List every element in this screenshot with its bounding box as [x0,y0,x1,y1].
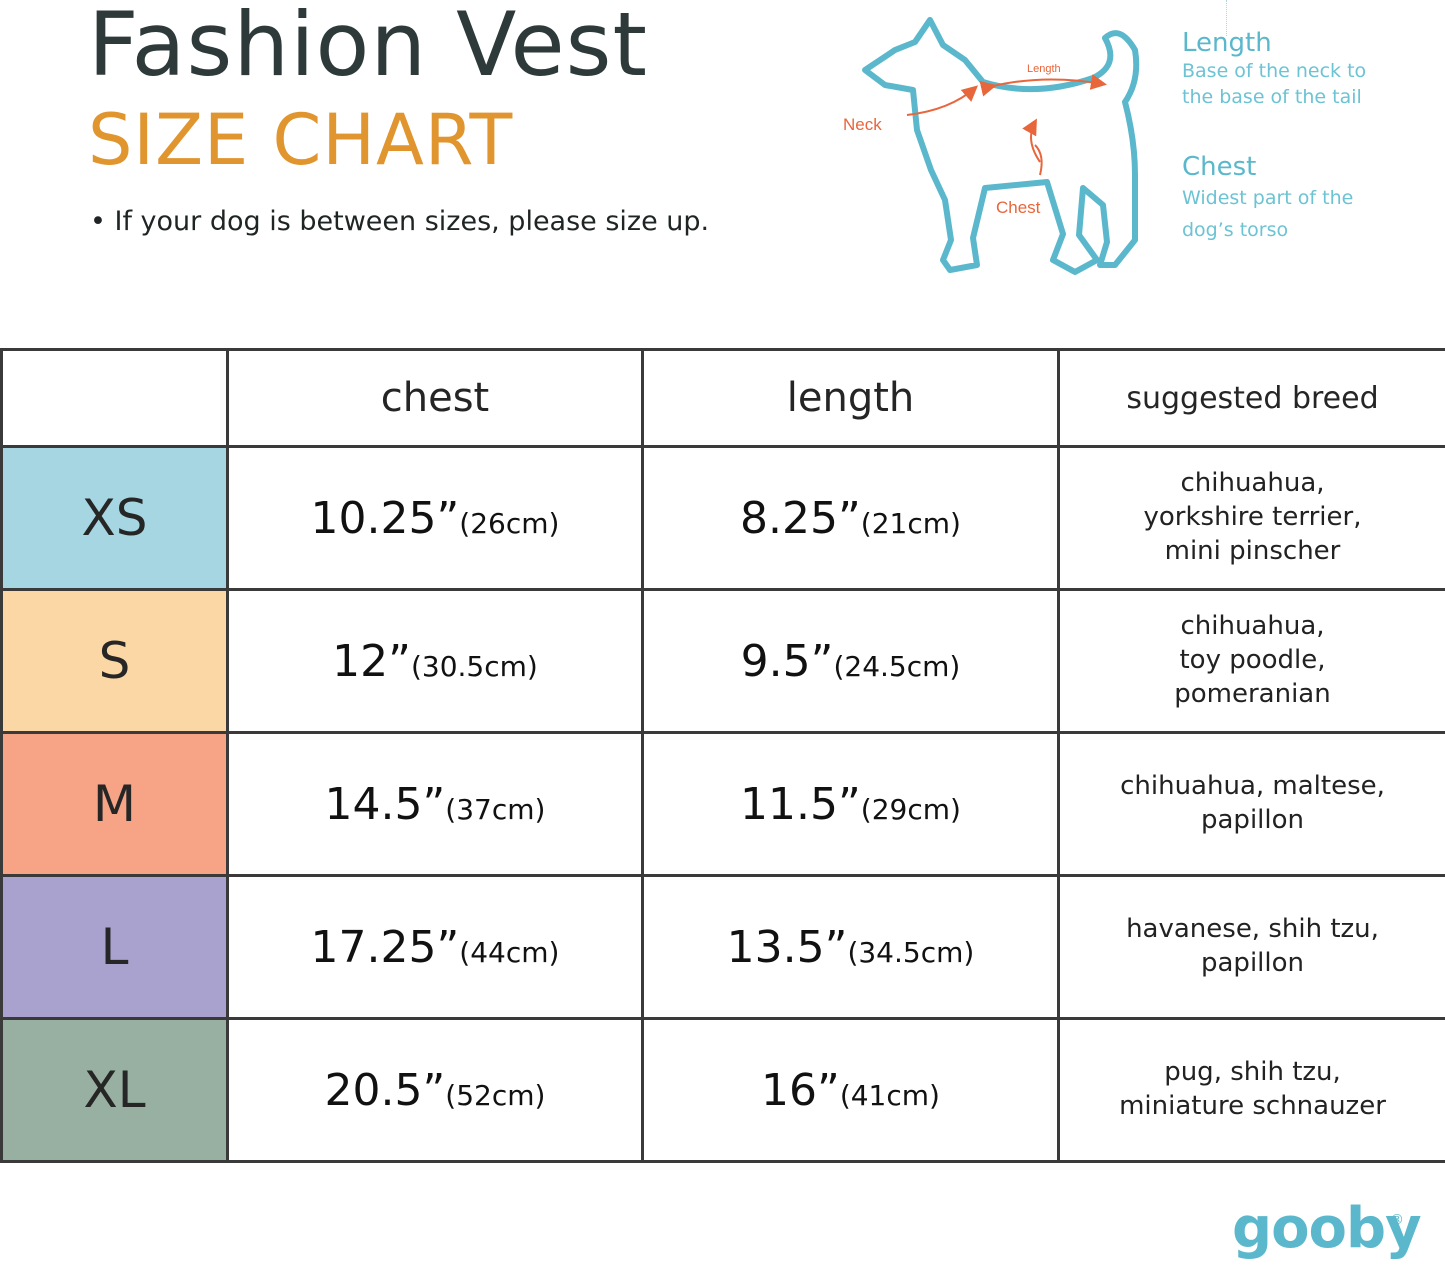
table-row: M 14.5”(37cm) 11.5”(29cm) chihuahua, mal… [0,731,1445,877]
breed-cell: chihuahua, toy poodle, pomeranian [1057,588,1445,734]
length-inches: 13.5” [726,921,848,973]
breed-cell: chihuahua, yorkshire terrier, mini pinsche… [1057,445,1445,591]
table-row: XL 20.5”(52cm) 16”(41cm) pug, shih tzu, m… [0,1017,1445,1163]
size-cell: XL [0,1017,229,1163]
breed-cell: chihuahua, maltese, papillon [1057,731,1445,877]
length-cell: 9.5”(24.5cm) [641,588,1060,734]
chest-label: Chest [996,198,1041,217]
table-row: L 17.25”(44cm) 13.5”(34.5cm) havanese, s… [0,874,1445,1020]
chest-cm: (52cm) [445,1078,546,1112]
chest-legend-desc-1: Widest part of the [1182,187,1354,210]
length-legend: Length Base of the neck to the base of t… [1182,28,1392,110]
length-cell: 8.25”(21cm) [641,445,1060,591]
table-header-row: chest length suggested breed [0,348,1445,448]
chest-legend-title: Chest [1182,152,1257,182]
table-row: S 12”(30.5cm) 9.5”(24.5cm) chihuahua, toy… [0,588,1445,734]
length-inches: 8.25” [740,492,861,544]
chest-arrow-top [1022,118,1041,163]
registered-mark: ® [1390,1212,1404,1228]
length-cell: 16”(41cm) [641,1017,1060,1163]
breed-line: havanese, shih tzu, [1126,914,1379,945]
length-cell: 13.5”(34.5cm) [641,874,1060,1020]
size-cell: M [0,731,229,877]
dog-measurement-diagram: Neck Length Chest [843,17,1140,275]
page-subtitle: SIZE CHART [88,99,514,181]
chest-cell: 17.25”(44cm) [226,874,644,1020]
breed-line: yorkshire terrier, [1143,502,1362,533]
neck-label: Neck [843,115,882,134]
chest-cm: (30.5cm) [410,649,538,683]
length-arrow [979,74,1107,97]
breed-line: papillon [1201,805,1304,835]
size-cell: XS [0,445,229,591]
size-cell: S [0,588,229,734]
breed-line: chihuahua, [1180,611,1325,642]
header-length: length [641,348,1060,448]
breed-line: chihuahua, maltese, [1120,771,1385,802]
header-chest: chest [226,348,644,448]
chest-inches: 20.5” [324,1064,446,1116]
chest-cell: 14.5”(37cm) [226,731,644,877]
breed-line: pug, shih tzu, [1164,1057,1341,1088]
chest-cm: (44cm) [459,935,560,969]
sizing-note: • If your dog is between sizes, please s… [90,206,710,237]
neck-arrow [906,85,979,116]
chest-cell: 12”(30.5cm) [226,588,644,734]
legend-divider [1226,0,1227,36]
chest-cm: (37cm) [445,792,546,826]
chest-legend-desc-2: dog’s torso [1182,218,1289,241]
length-legend-desc-1: Base of the neck to [1182,60,1367,83]
breed-line: toy poodle, [1179,645,1326,676]
length-label: Length [1027,63,1061,75]
chest-inches: 10.25” [310,492,460,544]
size-table: chest length suggested breed XS 10.25”(2… [0,348,1445,1163]
length-cell: 11.5”(29cm) [641,731,1060,877]
chest-inches: 14.5” [324,778,446,830]
breed-cell: pug, shih tzu, miniature schnauzer [1057,1017,1445,1163]
length-cm: (34.5cm) [847,935,975,969]
breed-line: chihuahua, [1180,468,1325,499]
chest-arrow-bottom [1034,144,1043,176]
length-inches: 16” [761,1064,840,1116]
dog-outline [862,17,1140,275]
length-cm: (29cm) [860,792,961,826]
chest-cm: (26cm) [459,506,560,540]
length-legend-desc-2: the base of the tail [1182,85,1362,108]
size-cell: L [0,874,229,1020]
length-cm: (24.5cm) [833,649,961,683]
chest-cell: 20.5”(52cm) [226,1017,644,1163]
length-cm: (41cm) [839,1078,940,1112]
breed-line: papillon [1201,948,1304,978]
chest-cell: 10.25”(26cm) [226,445,644,591]
table-row: XS 10.25”(26cm) 8.25”(21cm) chihuahua, yo… [0,445,1445,591]
breed-line: mini pinscher [1164,535,1341,566]
length-legend-title: Length [1182,28,1272,58]
header-size [0,348,229,448]
page-title: Fashion Vest [88,0,648,96]
chest-inches: 17.25” [310,921,460,973]
length-inches: 9.5” [740,635,834,687]
length-cm: (21cm) [860,506,961,540]
brand-logo: gooby [1232,1196,1422,1261]
breed-line: pomeranian [1174,678,1331,709]
header-breed: suggested breed [1057,348,1445,448]
breed-line: miniature schnauzer [1119,1091,1386,1121]
breed-cell: havanese, shih tzu, papillon [1057,874,1445,1020]
chest-legend: Chest Widest part of the dog’s torso [1182,152,1392,246]
chest-inches: 12” [332,635,411,687]
length-inches: 11.5” [740,778,861,830]
